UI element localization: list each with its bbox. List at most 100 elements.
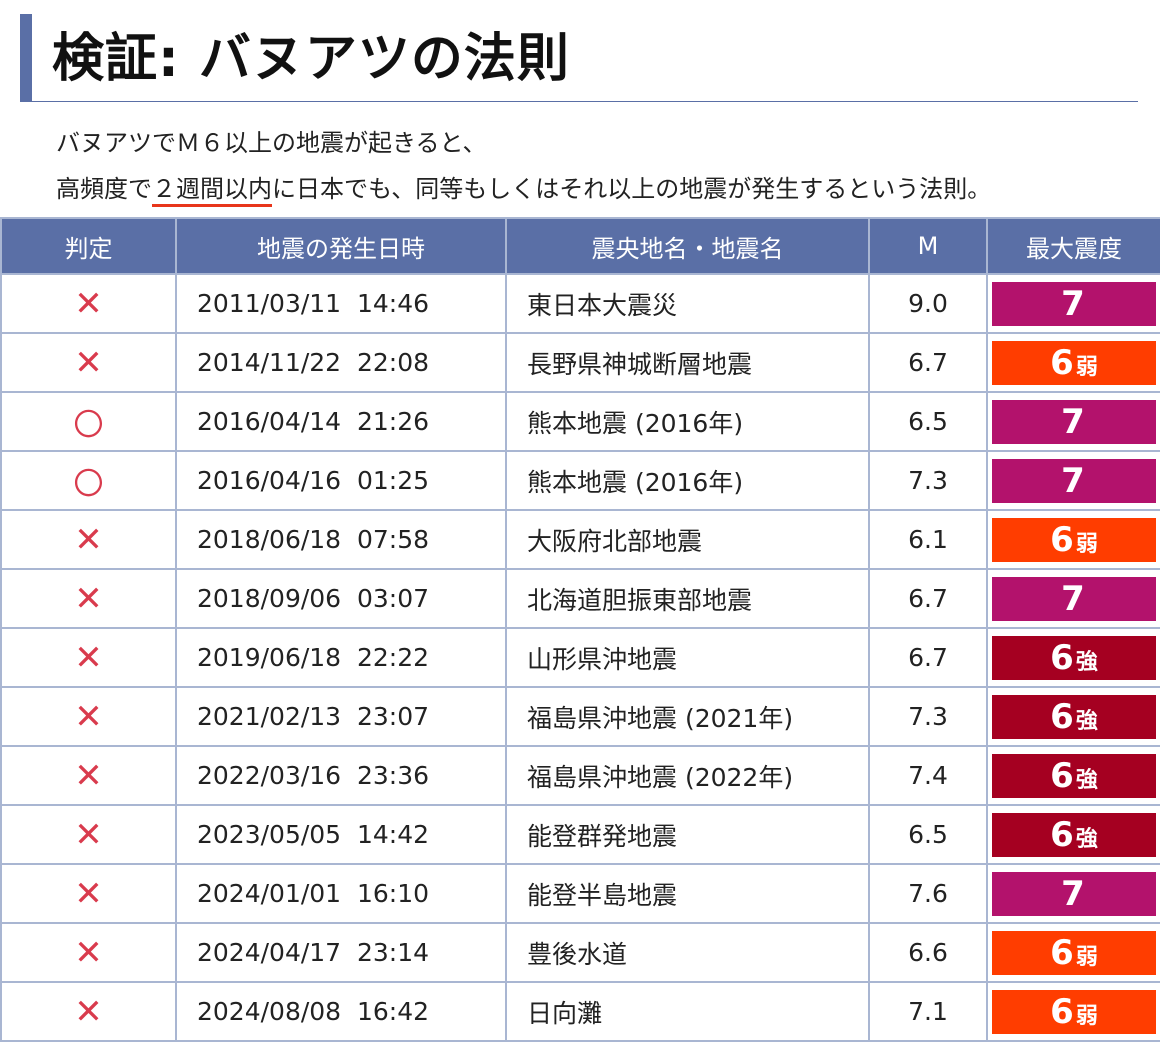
- description-line-1: バヌアツでＭ６以上の地震が起きると、: [56, 129, 487, 157]
- intensity-badge: 7: [992, 399, 1156, 444]
- header-magnitude: M: [868, 217, 988, 275]
- table-row: ✕ 2018/09/06 03:07 北海道胆振東部地震 6.7 7: [0, 568, 1160, 629]
- intensity-number: 7: [1061, 401, 1085, 442]
- location-cell: 豊後水道: [505, 922, 870, 983]
- intensity-suffix: 弱: [1075, 531, 1098, 557]
- magnitude-cell: 6.7: [868, 568, 988, 629]
- header-max-intensity: 最大震度: [986, 217, 1160, 275]
- location-cell: 能登群発地震: [505, 804, 870, 865]
- magnitude-cell: 9.0: [868, 273, 988, 334]
- datetime-cell: 2016/04/14 21:26: [175, 391, 507, 452]
- magnitude-cell: 7.6: [868, 863, 988, 924]
- datetime-cell: 2018/06/18 07:58: [175, 509, 507, 570]
- intensity-number: 6: [1050, 814, 1074, 855]
- datetime-cell: 2011/03/11 14:46: [175, 273, 507, 334]
- intensity-suffix: 弱: [1075, 1003, 1098, 1029]
- table-row: ✕ 2019/06/18 22:22 山形県沖地震 6.7 6 強: [0, 627, 1160, 688]
- intensity-suffix: 強: [1075, 767, 1098, 793]
- judge-mark: 〇: [0, 450, 177, 511]
- judge-mark: 〇: [0, 391, 177, 452]
- table-row: ✕ 2024/04/17 23:14 豊後水道 6.6 6 弱: [0, 922, 1160, 983]
- magnitude-cell: 6.1: [868, 509, 988, 570]
- datetime-cell: 2022/03/16 23:36: [175, 745, 507, 806]
- intensity-suffix: 強: [1075, 826, 1098, 852]
- location-cell: 能登半島地震: [505, 863, 870, 924]
- magnitude-cell: 6.7: [868, 332, 988, 393]
- table-row: ✕ 2018/06/18 07:58 大阪府北部地震 6.1 6 弱: [0, 509, 1160, 570]
- title-accent-bar: [20, 14, 32, 102]
- magnitude-cell: 7.4: [868, 745, 988, 806]
- location-cell: 北海道胆振東部地震: [505, 568, 870, 629]
- location-cell: 熊本地震 (2016年): [505, 391, 870, 452]
- intensity-cell: 7: [986, 450, 1160, 511]
- title-divider: [20, 101, 1138, 102]
- datetime-cell: 2019/06/18 22:22: [175, 627, 507, 688]
- intensity-number: 7: [1061, 460, 1085, 501]
- intensity-badge: 7: [992, 871, 1156, 916]
- intensity-number: 6: [1050, 696, 1074, 737]
- judge-mark: ✕: [0, 686, 177, 747]
- table-row: 〇 2016/04/14 21:26 熊本地震 (2016年) 6.5 7: [0, 391, 1160, 452]
- intensity-number: 6: [1050, 932, 1074, 973]
- intensity-badge: 7: [992, 281, 1156, 326]
- location-cell: 福島県沖地震 (2022年): [505, 745, 870, 806]
- intensity-cell: 7: [986, 391, 1160, 452]
- table-row: ✕ 2022/03/16 23:36 福島県沖地震 (2022年) 7.4 6 強: [0, 745, 1160, 806]
- judge-mark: ✕: [0, 922, 177, 983]
- datetime-cell: 2021/02/13 23:07: [175, 686, 507, 747]
- table-row: ✕ 2021/02/13 23:07 福島県沖地震 (2021年) 7.3 6 強: [0, 686, 1160, 747]
- intensity-suffix: 弱: [1075, 944, 1098, 970]
- description-line-2-pre: 高頻度で: [56, 175, 152, 203]
- intensity-suffix: 弱: [1075, 354, 1098, 380]
- intensity-number: 7: [1061, 578, 1085, 619]
- magnitude-cell: 6.7: [868, 627, 988, 688]
- judge-mark: ✕: [0, 273, 177, 334]
- page-title: 検証: バヌアツの法則: [52, 29, 570, 89]
- intensity-cell: 7: [986, 273, 1160, 334]
- judge-mark: ✕: [0, 627, 177, 688]
- intensity-cell: 7: [986, 568, 1160, 629]
- judge-mark: ✕: [0, 863, 177, 924]
- table-row: 〇 2016/04/16 01:25 熊本地震 (2016年) 7.3 7: [0, 450, 1160, 511]
- magnitude-cell: 7.1: [868, 981, 988, 1042]
- table-row: ✕ 2024/08/08 16:42 日向灘 7.1 6 弱: [0, 981, 1160, 1042]
- datetime-cell: 2018/09/06 03:07: [175, 568, 507, 629]
- header-location: 震央地名・地震名: [505, 217, 870, 275]
- location-cell: 大阪府北部地震: [505, 509, 870, 570]
- intensity-number: 6: [1050, 755, 1074, 796]
- intensity-number: 7: [1061, 283, 1085, 324]
- header-datetime: 地震の発生日時: [175, 217, 507, 275]
- judge-mark: ✕: [0, 745, 177, 806]
- judge-mark: ✕: [0, 568, 177, 629]
- table-row: ✕ 2011/03/11 14:46 東日本大震災 9.0 7: [0, 273, 1160, 334]
- location-cell: 日向灘: [505, 981, 870, 1042]
- table-row: ✕ 2014/11/22 22:08 長野県神城断層地震 6.7 6 弱: [0, 332, 1160, 393]
- intensity-number: 6: [1050, 637, 1074, 678]
- table-header-row: 判定 地震の発生日時 震央地名・地震名 M 最大震度: [0, 217, 1160, 275]
- location-cell: 山形県沖地震: [505, 627, 870, 688]
- datetime-cell: 2024/01/01 16:10: [175, 863, 507, 924]
- intensity-number: 6: [1050, 991, 1074, 1032]
- datetime-cell: 2016/04/16 01:25: [175, 450, 507, 511]
- datetime-cell: 2023/05/05 14:42: [175, 804, 507, 865]
- datetime-cell: 2014/11/22 22:08: [175, 332, 507, 393]
- intensity-number: 6: [1050, 342, 1074, 383]
- location-cell: 東日本大震災: [505, 273, 870, 334]
- intensity-suffix: 強: [1075, 649, 1098, 675]
- intensity-cell: 7: [986, 863, 1160, 924]
- judge-mark: ✕: [0, 804, 177, 865]
